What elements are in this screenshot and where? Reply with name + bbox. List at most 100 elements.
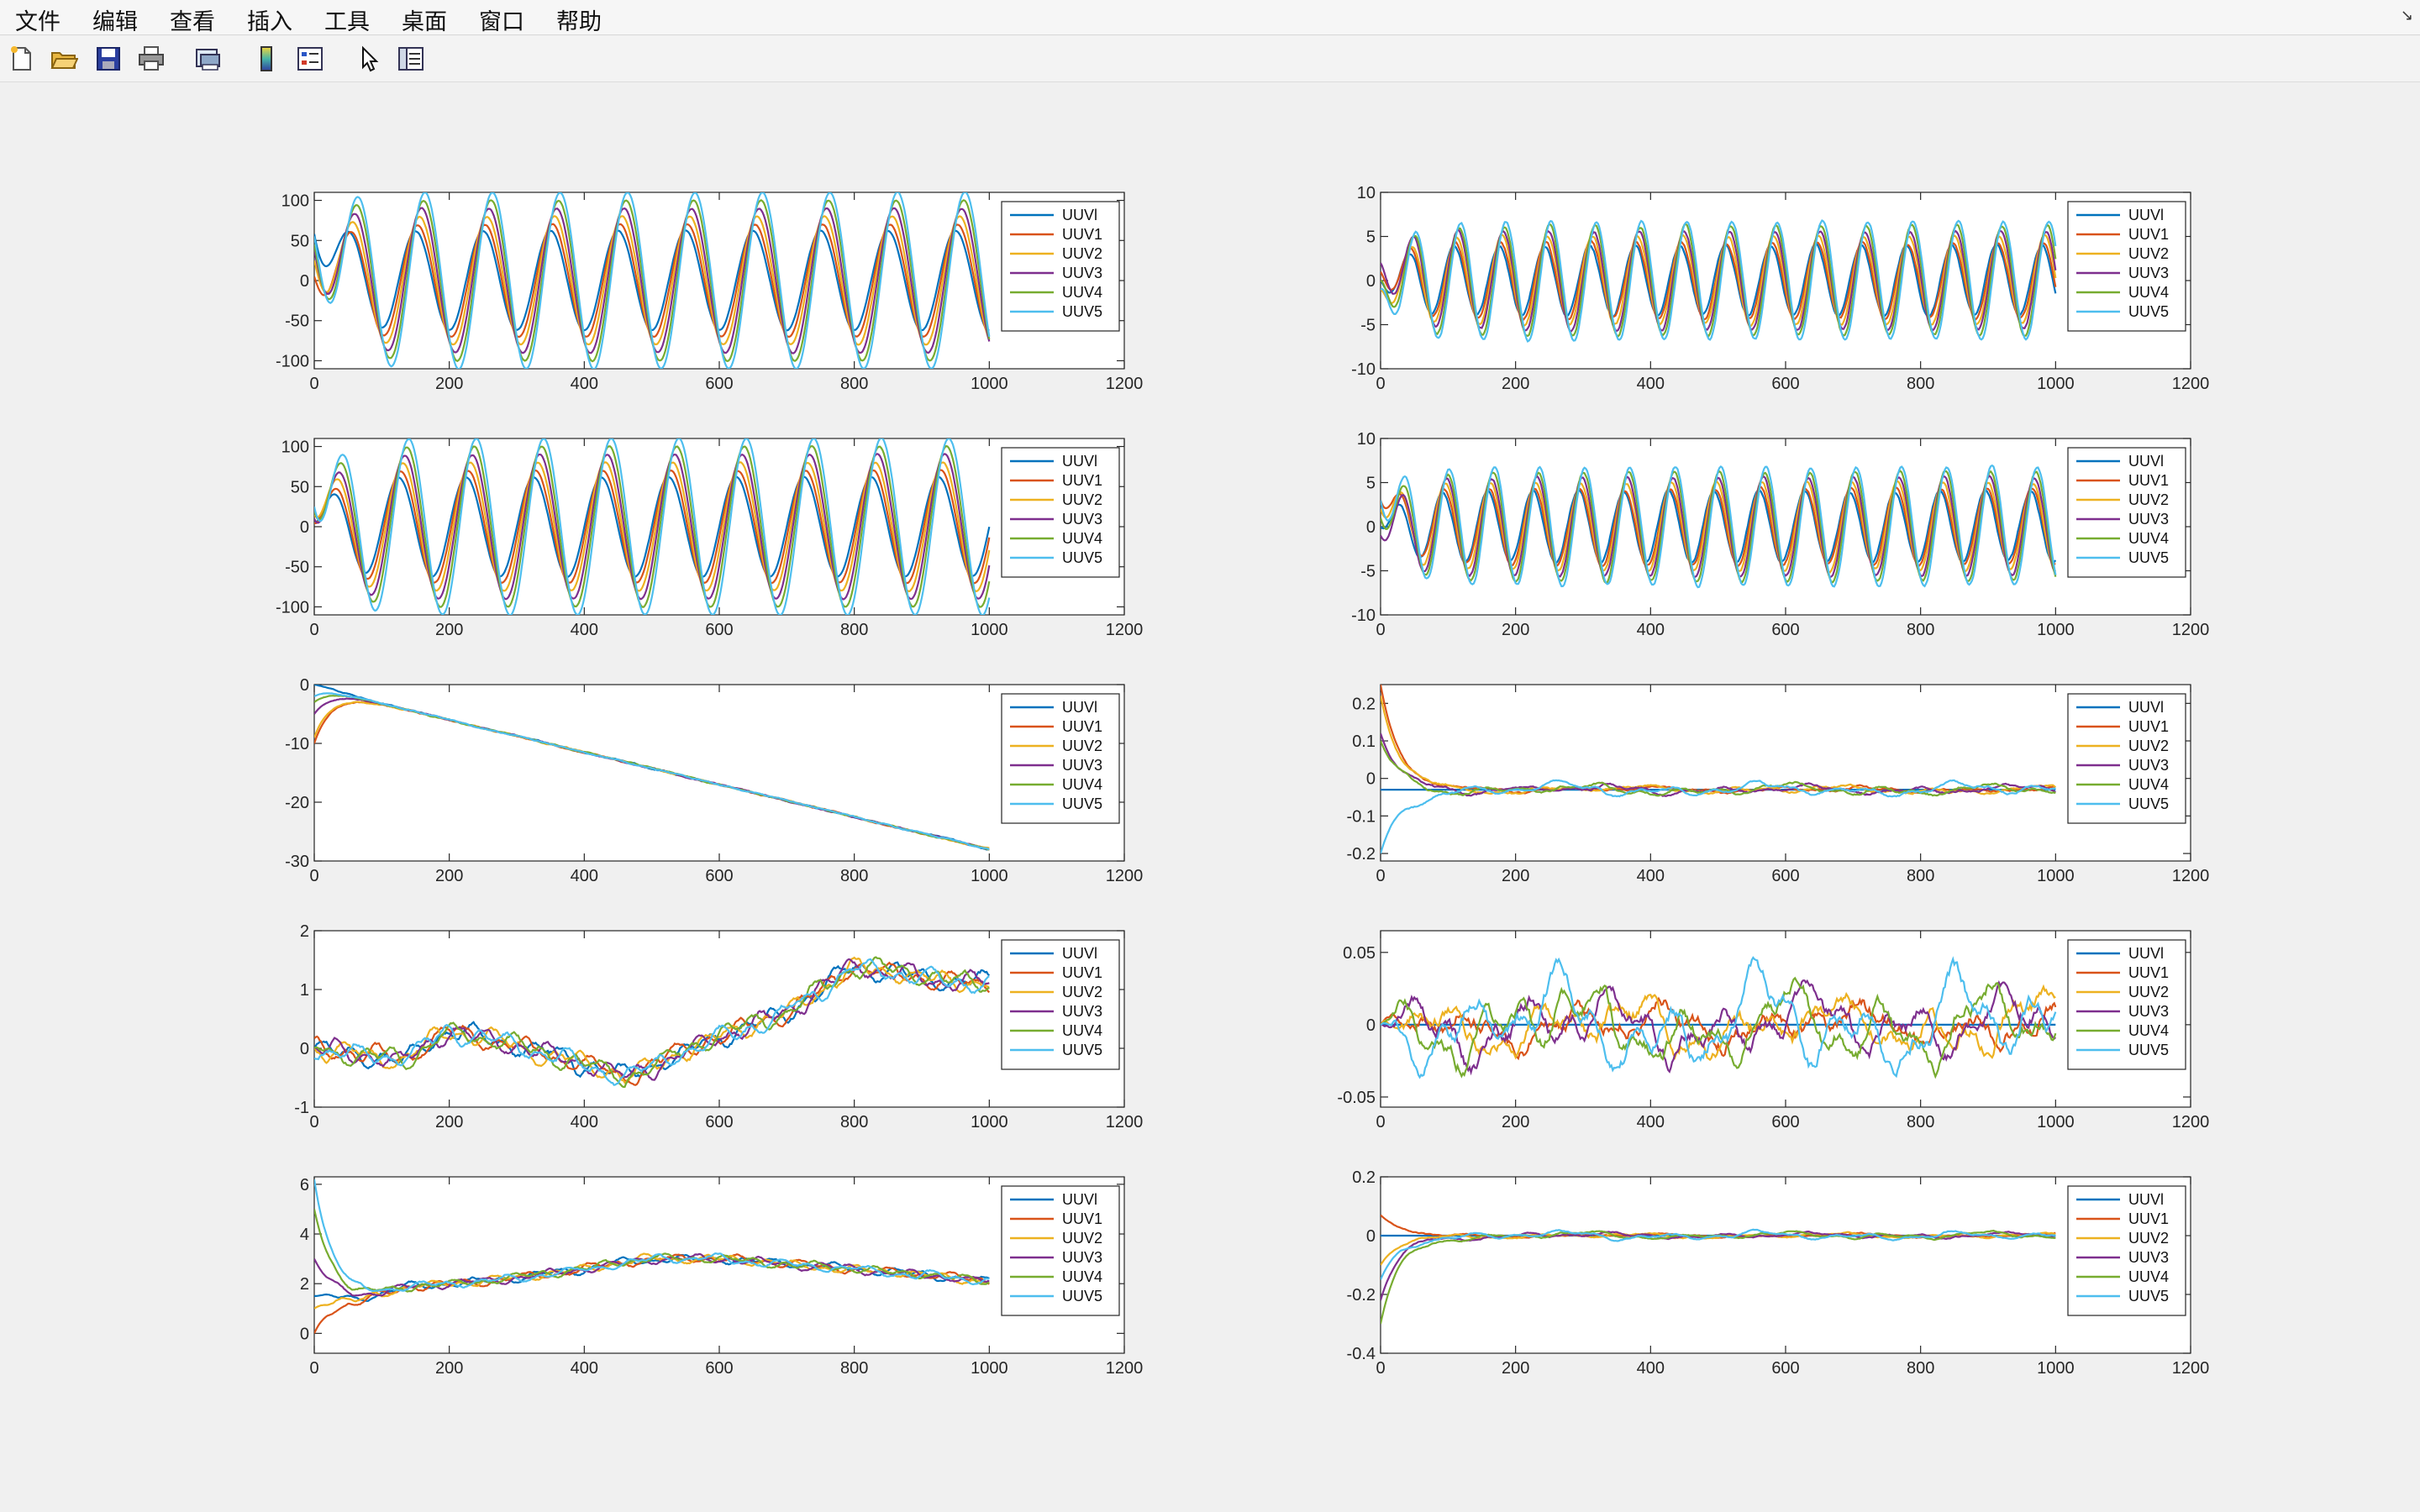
legend[interactable]: UUVl UUV1 UUV2 UUV3 UUV4 UUV5: [1001, 693, 1120, 824]
menu-edit[interactable]: 编辑: [92, 9, 138, 35]
save-icon[interactable]: [94, 45, 123, 73]
subplot-9[interactable]: 0 200 400 600 800 1000 12000246UUVlUUV1UUV2UUV…: [300, 1176, 1143, 1378]
figure-canvas: 0 200 400 600 800 1000 1200-100-50050100UUVlUU…: [276, 184, 2210, 1378]
subplot-10[interactable]: 0 200 400 600 800 1000 1200-0.4-0.200.2UUVlUUV…: [1347, 1168, 2210, 1378]
menu-window[interactable]: 窗口: [479, 9, 524, 35]
legend-entry: UUV4: [1062, 1022, 1102, 1039]
x-tick-label: 800: [1907, 1359, 1934, 1378]
colorbar-icon[interactable]: [252, 45, 281, 73]
legend-entry: UUV1: [1062, 1210, 1102, 1227]
y-tick-label: -10: [1351, 360, 1376, 379]
y-tick-label: -100: [276, 352, 309, 370]
x-tick-label: 200: [1502, 375, 1529, 393]
y-tick-label: 0.2: [1352, 695, 1376, 713]
series-lines: [314, 1179, 990, 1334]
legend-entry: UUVl: [1062, 207, 1097, 223]
undock-icon[interactable]: ↘: [2400, 7, 2413, 24]
series-line-UUV5: [314, 1179, 990, 1293]
x-tick-label: 600: [705, 375, 733, 393]
legend[interactable]: UUVl UUV1 UUV2 UUV3 UUV4 UUV5: [1001, 1185, 1120, 1316]
legend-entry: UUV2: [2128, 738, 2169, 754]
series-lines: [1381, 1214, 2056, 1325]
x-tick-label: 800: [840, 867, 868, 885]
new-figure-icon[interactable]: [7, 45, 35, 73]
axes-box: [313, 1176, 1125, 1354]
legend[interactable]: UUVl UUV1 UUV2 UUV3 UUV4 UUV5: [2067, 939, 2186, 1070]
subplot-3[interactable]: 0 200 400 600 800 1000 1200-100-50050100UUVlUU…: [276, 438, 1143, 640]
legend[interactable]: UUVl UUV1 UUV2 UUV3 UUV4 UUV5: [1001, 939, 1120, 1070]
subplot-4[interactable]: 0 200 400 600 800 1000 1200-10-50510UUVlUUV1UU…: [1351, 430, 2209, 639]
legend-entry: UUV5: [2128, 1288, 2169, 1305]
menu-tools[interactable]: 工具: [324, 9, 370, 35]
legend-entry: UUVl: [2128, 945, 2164, 962]
menu-file[interactable]: 文件: [15, 9, 60, 35]
x-tick-label: 1200: [2172, 621, 2210, 639]
series-line-UUVl: [314, 229, 990, 332]
y-tick-label: 0: [300, 676, 309, 695]
legend[interactable]: UUVl UUV1 UUV2 UUV3 UUV4 UUV5: [2067, 447, 2186, 578]
series-line-UUV3: [1381, 732, 2056, 797]
legend-entry: UUV3: [1062, 511, 1102, 528]
menu-help[interactable]: 帮助: [556, 9, 602, 35]
legend[interactable]: UUVl UUV1 UUV2 UUV3 UUV4 UUV5: [1001, 447, 1120, 578]
print-preview-icon[interactable]: [194, 45, 223, 73]
x-tick-label: 1000: [971, 1113, 1008, 1131]
legend-entry: UUV5: [2128, 549, 2169, 566]
legend-entry: UUV2: [1062, 491, 1102, 508]
x-tick-label: 200: [435, 1113, 463, 1131]
legend[interactable]: UUVl UUV1 UUV2 UUV3 UUV4 UUV5: [2067, 201, 2186, 332]
axes-box: [1380, 1176, 2191, 1354]
menu-desktop[interactable]: 桌面: [402, 9, 447, 35]
subplot-6[interactable]: 0 200 400 600 800 1000 1200 -0.2 -0.1 0 0.1 0.2 UUVl…: [1347, 684, 2210, 885]
x-tick-label: 800: [840, 375, 868, 393]
y-tick-label: 5: [1366, 475, 1376, 493]
subplot-2[interactable]: 0 200 400 600 800 1000 1200-10-50510UUVlUUV1UU…: [1351, 184, 2209, 393]
series-line-UUV3: [314, 453, 991, 601]
legend-box: [2067, 1185, 2186, 1316]
x-tick-label: 1000: [2037, 1359, 2075, 1378]
x-tick-label: 600: [705, 867, 733, 885]
toolbar: [0, 36, 2420, 82]
subplot-5[interactable]: 0 200 400 600 800 1000 1200-30-20-100UUVlUUV1U…: [285, 676, 1143, 885]
legend-entry: UUV5: [1062, 1288, 1102, 1305]
x-tick-label: 1000: [2037, 1113, 2075, 1131]
y-tick-label: -5: [1360, 563, 1376, 581]
y-tick-label: 5: [1366, 228, 1376, 247]
legend-entry: UUV3: [2128, 757, 2169, 774]
subplot-1[interactable]: 0 200 400 600 800 1000 1200-100-50050100UUVlUU…: [276, 192, 1143, 393]
series-line-UUV5: [1381, 218, 2057, 343]
legend[interactable]: UUVl UUV1 UUV2 UUV3 UUV4 UUV5: [1001, 201, 1120, 332]
legend-icon[interactable]: [296, 45, 324, 73]
open-file-icon[interactable]: [50, 45, 78, 73]
x-tick-label: 600: [1771, 1113, 1799, 1131]
y-tick-label: -10: [285, 735, 309, 753]
x-tick-label: 800: [840, 621, 868, 639]
y-tick-label: 0.05: [1343, 944, 1376, 963]
legend[interactable]: UUVl UUV1 UUV2 UUV3 UUV4 UUV5: [2067, 693, 2186, 824]
legend-entry: UUV2: [1062, 738, 1102, 754]
print-icon[interactable]: [137, 45, 166, 73]
x-tick-label: 1200: [2172, 867, 2210, 885]
legend-entry: UUV1: [2128, 1210, 2169, 1227]
series-line-UUV1: [314, 961, 991, 1086]
property-editor-icon[interactable]: [397, 45, 425, 73]
pointer-icon[interactable]: [355, 45, 383, 73]
y-tick-label: -1: [294, 1099, 309, 1117]
subplot-7[interactable]: 0 200 400 600 800 1000 1200-1012UUVlUUV1UUV2UU…: [294, 922, 1143, 1131]
legend-entry: UUV4: [1062, 776, 1102, 793]
x-tick-label: 400: [571, 621, 598, 639]
x-tick-label: 0: [1376, 867, 1385, 885]
y-tick-label: -50: [285, 312, 309, 331]
legend-entry: UUV1: [2128, 226, 2169, 243]
menu-bar: 文件 编辑 查看 插入 工具 桌面 窗口 帮助 ↘: [0, 0, 2420, 35]
series-line-UUV5: [314, 958, 990, 1086]
y-tick-label: 0: [1366, 518, 1376, 537]
legend-box: [1001, 201, 1120, 332]
x-tick-label: 0: [1376, 1113, 1385, 1131]
menu-view[interactable]: 查看: [170, 9, 215, 35]
legend-box: [1001, 939, 1120, 1070]
legend-entry: UUV3: [2128, 511, 2169, 528]
legend[interactable]: UUVl UUV1 UUV2 UUV3 UUV4 UUV5: [2067, 1185, 2186, 1316]
menu-insert[interactable]: 插入: [247, 9, 292, 35]
